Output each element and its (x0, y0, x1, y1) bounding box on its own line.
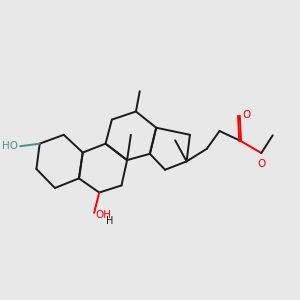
Text: HO: HO (2, 141, 18, 151)
Text: H: H (106, 216, 114, 226)
Text: O: O (243, 110, 251, 120)
Text: O: O (257, 159, 266, 169)
Text: OH: OH (95, 210, 111, 220)
